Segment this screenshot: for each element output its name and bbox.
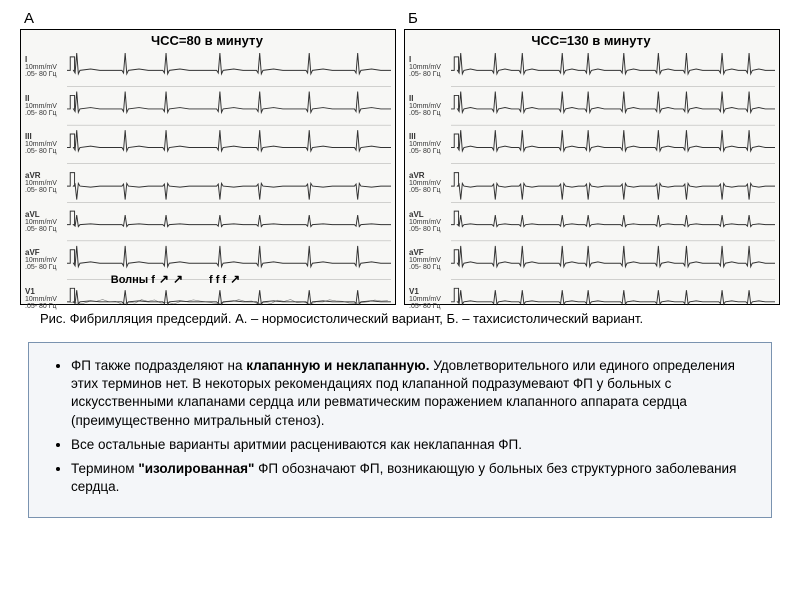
bullet-item: Все остальные варианты аритмии расценива…	[71, 436, 753, 454]
lead-label: aVF10mm/mV.05- 80 Гц	[407, 241, 451, 280]
bullet-item: ФП также подразделяют на клапанную и нек…	[71, 357, 753, 430]
lead-label: III10mm/mV.05- 80 Гц	[407, 125, 451, 164]
lead-labels-a: I10mm/mV.05- 80 ГцII10mm/mV.05- 80 ГцIII…	[23, 48, 67, 318]
lead-label: aVR10mm/mV.05- 80 Гц	[407, 164, 451, 203]
lead-label: aVF10mm/mV.05- 80 Гц	[23, 241, 67, 280]
arrow-icon: ↗	[230, 272, 240, 286]
lead-label: aVL10mm/mV.05- 80 Гц	[23, 202, 67, 241]
panel-b: Б ЧСС=130 в минуту I10mm/mV.05- 80 ГцII1…	[404, 10, 780, 305]
ecg-body-b: I10mm/mV.05- 80 ГцII10mm/mV.05- 80 ГцIII…	[407, 48, 775, 318]
lead-label: I10mm/mV.05- 80 Гц	[407, 48, 451, 87]
lead-label: II10mm/mV.05- 80 Гц	[407, 87, 451, 126]
ecg-panels: А ЧСС=80 в минуту I10mm/mV.05- 80 ГцII10…	[20, 10, 780, 305]
lead-label: aVL10mm/mV.05- 80 Гц	[407, 202, 451, 241]
arrow-icon: ↗	[159, 272, 169, 286]
ecg-title-a: ЧСС=80 в минуту	[23, 32, 391, 48]
lead-label: aVR10mm/mV.05- 80 Гц	[23, 164, 67, 203]
info-box: ФП также подразделяют на клапанную и нек…	[28, 342, 772, 518]
traces-b	[451, 48, 775, 318]
panel-a: А ЧСС=80 в минуту I10mm/mV.05- 80 ГцII10…	[20, 10, 396, 305]
lead-label: III10mm/mV.05- 80 Гц	[23, 125, 67, 164]
f-wave-annotation: Волны f ↗ ↗ f f f ↗	[111, 272, 240, 286]
ecg-frame-b: ЧСС=130 в минуту I10mm/mV.05- 80 ГцII10m…	[404, 29, 780, 305]
lead-label: V110mm/mV.05- 80 Гц	[407, 279, 451, 318]
lead-label: II10mm/mV.05- 80 Гц	[23, 87, 67, 126]
bullet-item: Термином "изолированная" ФП обозначают Ф…	[71, 460, 753, 496]
ecg-frame-a: ЧСС=80 в минуту I10mm/mV.05- 80 ГцII10mm…	[20, 29, 396, 305]
f-wave-text: Волны f	[111, 274, 155, 286]
arrow-icon: ↗	[173, 272, 183, 286]
f-wave-markers: f f f	[209, 274, 226, 286]
lead-label: I10mm/mV.05- 80 Гц	[23, 48, 67, 87]
lead-labels-b: I10mm/mV.05- 80 ГцII10mm/mV.05- 80 ГцIII…	[407, 48, 451, 318]
lead-label: V110mm/mV.05- 80 Гц	[23, 279, 67, 318]
ecg-title-b: ЧСС=130 в минуту	[407, 32, 775, 48]
panel-b-letter: Б	[408, 10, 780, 27]
panel-a-letter: А	[24, 10, 396, 27]
bullet-list: ФП также подразделяют на клапанную и нек…	[55, 357, 753, 497]
